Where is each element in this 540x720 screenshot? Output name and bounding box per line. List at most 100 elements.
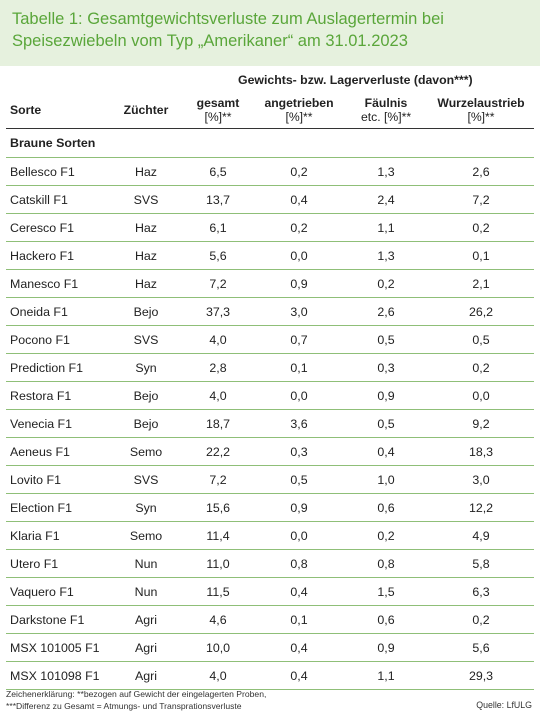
table-title-line-2: Speisezwiebeln vom Typ „Amerikaner“ am 3…: [12, 32, 408, 50]
cell-wurzelaustrieb: 18,3: [468, 444, 494, 459]
cell-gesamt: 4,0: [209, 668, 227, 683]
cell-zuchter: Syn: [135, 500, 157, 515]
cell-zuchter: Agri: [134, 612, 158, 627]
table-row: Venecia F1 Bejo 18,7 3,6 0,5 9,2: [6, 410, 534, 438]
table-row: Utero F1 Nun 11,0 0,8 0,8 5,8: [6, 550, 534, 578]
cell-sorte: MSX 101005 F1: [10, 640, 100, 655]
section-row: Braune Sorten: [6, 129, 534, 158]
cell-angetrieben: 0,1: [290, 612, 308, 627]
wurzelaustrieb-label: Wurzelaustrieb: [437, 96, 525, 110]
cell-faulnis: 0,3: [377, 360, 395, 375]
cell-gesamt: 15,6: [205, 500, 231, 515]
table-row: Oneida F1 Bejo 37,3 3,0 2,6 26,2: [6, 298, 534, 326]
cell-angetrieben: 0,9: [290, 500, 308, 515]
cell-angetrieben: 0,5: [290, 472, 308, 487]
cell-faulnis: 2,6: [377, 304, 395, 319]
table-row: Ceresco F1 Haz 6,1 0,2 1,1 0,2: [6, 214, 534, 242]
section-label: Braune Sorten: [10, 136, 96, 150]
footnote-line-2: ***Differenz zu Gesamt = Atmungs- und Tr…: [6, 701, 242, 711]
cell-wurzelaustrieb: 0,1: [472, 248, 490, 263]
angetrieben-unit: [%]**: [285, 110, 313, 124]
cell-angetrieben: 0,2: [290, 220, 308, 235]
gesamt-unit: [%]**: [204, 110, 232, 124]
cell-zuchter: Haz: [134, 164, 158, 179]
cell-faulnis: 0,8: [377, 556, 395, 571]
cell-wurzelaustrieb: 5,6: [472, 640, 490, 655]
cell-wurzelaustrieb: 4,9: [472, 528, 490, 543]
cell-wurzelaustrieb: 0,5: [472, 332, 490, 347]
table-row: Vaquero F1 Nun 11,5 0,4 1,5 6,3: [6, 578, 534, 606]
table-row: MSX 101098 F1 Agri 4,0 0,4 1,1 29,3: [6, 662, 534, 690]
cell-zuchter: Agri: [134, 668, 158, 683]
cell-sorte: Restora F1: [10, 388, 72, 403]
cell-wurzelaustrieb: 9,2: [472, 416, 490, 431]
table-row: Catskill F1 SVS 13,7 0,4 2,4 7,2: [6, 186, 534, 214]
cell-sorte: Klaria F1: [10, 528, 60, 543]
cell-faulnis: 2,4: [377, 192, 395, 207]
cell-gesamt: 11,4: [206, 528, 230, 543]
cell-sorte: Pocono F1: [10, 332, 70, 347]
cell-gesamt: 22,2: [205, 444, 231, 459]
table-row: Election F1 Syn 15,6 0,9 0,6 12,2: [6, 494, 534, 522]
cell-faulnis: 1,3: [377, 164, 395, 179]
cell-gesamt: 4,6: [209, 612, 227, 627]
cell-faulnis: 0,9: [377, 640, 395, 655]
cell-angetrieben: 0,0: [290, 528, 308, 543]
cell-zuchter: Bejo: [133, 304, 159, 319]
table-row: Darkstone F1 Agri 4,6 0,1 0,6 0,2: [6, 606, 534, 634]
cell-gesamt: 4,0: [209, 332, 227, 347]
angetrieben-label: angetrieben: [264, 96, 334, 110]
column-header-wurzelaustrieb: Wurzelaustrieb [%]**: [428, 92, 534, 129]
cell-angetrieben: 0,4: [290, 192, 308, 207]
table-title-box: Tabelle 1: Gesamtgewichtsverluste zum Au…: [0, 0, 540, 66]
cell-faulnis: 0,4: [377, 444, 395, 459]
column-header-faulnis: Fäulnis etc. [%]**: [344, 92, 428, 129]
cell-zuchter: Bejo: [133, 388, 159, 403]
cell-angetrieben: 0,1: [290, 360, 308, 375]
cell-gesamt: 5,6: [209, 248, 227, 263]
cell-wurzelaustrieb: 6,3: [472, 584, 490, 599]
cell-zuchter: Haz: [134, 220, 158, 235]
cell-zuchter: Agri: [134, 640, 158, 655]
cell-faulnis: 0,5: [377, 416, 395, 431]
cell-sorte: Bellesco F1: [10, 164, 75, 179]
table-row: Bellesco F1 Haz 6,5 0,2 1,3 2,6: [6, 158, 534, 186]
cell-sorte: Prediction F1: [10, 360, 84, 375]
cell-faulnis: 1,1: [377, 220, 395, 235]
cell-zuchter: Syn: [135, 360, 157, 375]
cell-faulnis: 1,5: [377, 584, 395, 599]
cell-wurzelaustrieb: 0,2: [472, 360, 490, 375]
cell-angetrieben: 0,4: [290, 640, 308, 655]
cell-gesamt: 18,7: [205, 416, 231, 431]
cell-angetrieben: 0,7: [290, 332, 308, 347]
cell-zuchter: Nun: [134, 584, 158, 599]
cell-faulnis: 0,9: [377, 388, 395, 403]
cell-gesamt: 6,5: [209, 164, 227, 179]
table-header-row: Sorte Züchter gesamt [%]** angetrieben […: [6, 92, 534, 129]
table-row: Klaria F1 Semo 11,4 0,0 0,2 4,9: [6, 522, 534, 550]
cell-zuchter: Bejo: [133, 416, 159, 431]
cell-sorte: Venecia F1: [10, 416, 72, 431]
column-header-sorte: Sorte: [10, 103, 42, 117]
cell-faulnis: 1,1: [377, 668, 395, 683]
cell-wurzelaustrieb: 0,2: [472, 220, 490, 235]
table-body: Braune Sorten Bellesco F1 Haz 6,5 0,2 1,3 2,6…: [6, 129, 534, 690]
cell-faulnis: 0,6: [377, 500, 395, 515]
column-header-angetrieben: angetrieben [%]**: [254, 92, 344, 129]
cell-sorte: Utero F1: [10, 556, 59, 571]
cell-zuchter: SVS: [133, 192, 159, 207]
cell-faulnis: 0,2: [377, 276, 395, 291]
table-row: Restora F1 Bejo 4,0 0,0 0,9 0,0: [6, 382, 534, 410]
cell-zuchter: Nun: [134, 556, 158, 571]
table-row: Pocono F1 SVS 4,0 0,7 0,5 0,5: [6, 326, 534, 354]
cell-zuchter: SVS: [133, 332, 159, 347]
cell-sorte: MSX 101098 F1: [10, 668, 100, 683]
cell-angetrieben: 0,0: [290, 388, 308, 403]
cell-angetrieben: 3,0: [290, 304, 308, 319]
cell-zuchter: Haz: [134, 248, 158, 263]
faulnis-unit: etc. [%]**: [360, 110, 412, 124]
gesamt-label: gesamt: [196, 96, 240, 110]
cell-wurzelaustrieb: 29,3: [468, 668, 494, 683]
cell-sorte: Lovito F1: [10, 472, 61, 487]
faulnis-label: Fäulnis: [364, 96, 408, 110]
